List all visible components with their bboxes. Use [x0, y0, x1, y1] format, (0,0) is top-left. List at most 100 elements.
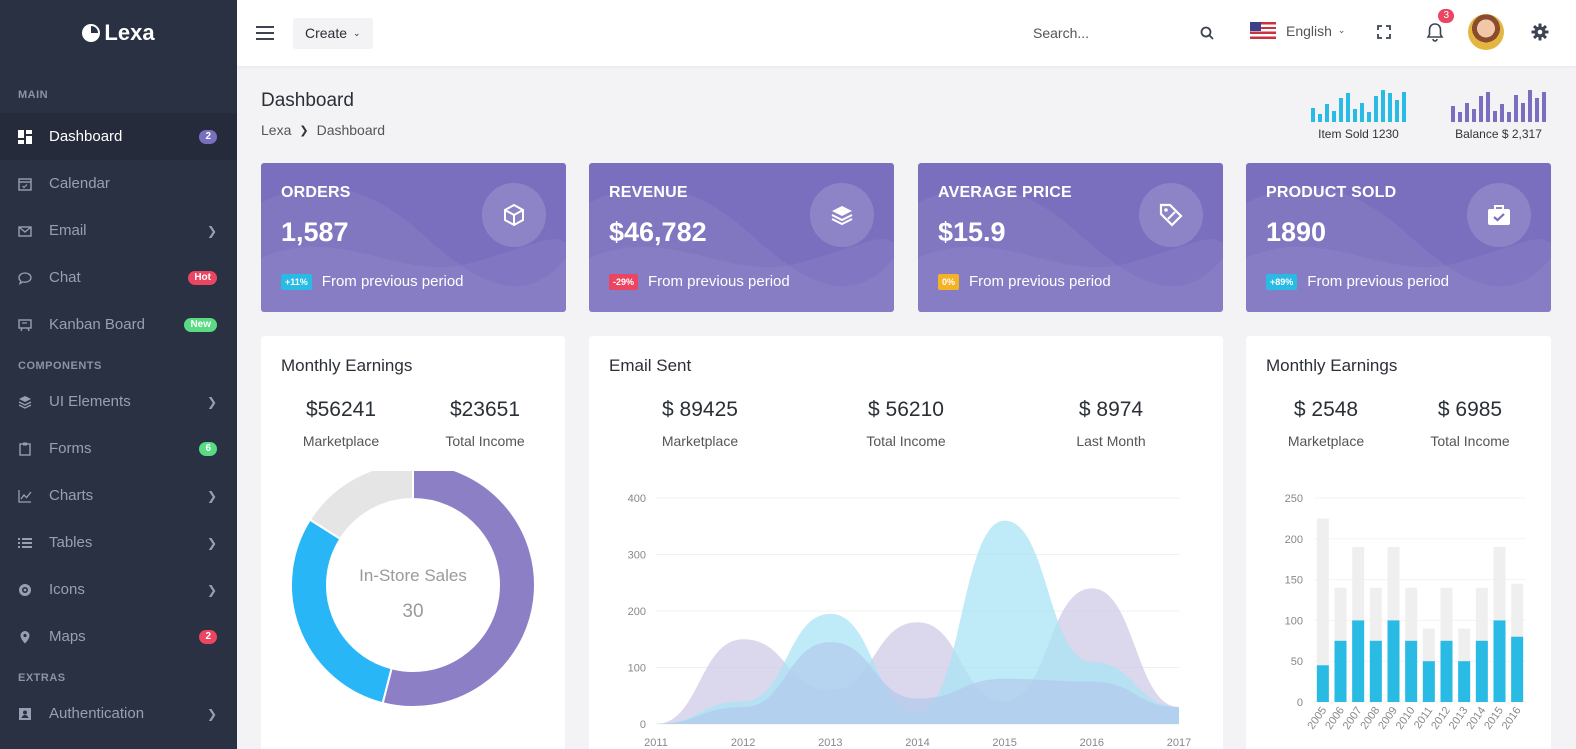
fullscreen-icon[interactable] — [1370, 18, 1398, 46]
sidebar-item-chat[interactable]: Chat Hot — [0, 254, 237, 301]
card-wave-decoration — [589, 187, 894, 312]
y-tick-label: 0 — [640, 719, 646, 731]
clipboard-icon — [18, 442, 32, 456]
mini-bar — [1528, 90, 1532, 122]
donut-slice[interactable] — [290, 518, 393, 705]
stat-card-revenue: REVENUE $46,782 -29% From previous period — [589, 163, 894, 312]
mini-bar — [1339, 98, 1343, 122]
bar[interactable] — [1493, 620, 1506, 702]
sidebar-item-label: Maps — [49, 628, 86, 645]
sidebar-item-kanban-board[interactable]: Kanban Board New — [0, 301, 237, 348]
settings-gear-icon[interactable] — [1526, 18, 1554, 46]
briefcase-icon — [1467, 183, 1531, 247]
chat-icon — [18, 271, 32, 285]
change-badge: 0% — [938, 273, 960, 290]
mini-bar — [1374, 96, 1378, 122]
search-icon[interactable] — [1200, 26, 1214, 40]
sidebar-item-badge: New — [184, 317, 217, 332]
chevron-right-icon: ❯ — [206, 488, 217, 503]
y-tick-label: 0 — [1297, 697, 1303, 709]
sidebar-item-label: Calendar — [49, 175, 110, 192]
stat-card-product-sold: PRODUCT SOLD 1890 +89% From previous period — [1246, 163, 1551, 312]
mini-bar — [1402, 91, 1406, 122]
target-icon — [18, 583, 32, 597]
x-tick-label: 2016 — [1080, 737, 1104, 749]
sidebar-item-forms[interactable]: Forms 6 — [0, 425, 237, 472]
language-dropdown[interactable]: English ⌄ — [1250, 22, 1345, 39]
menu-toggle-icon[interactable] — [256, 26, 274, 40]
create-dropdown-button[interactable]: Create ⌄ — [293, 17, 373, 49]
metric-label: Marketplace — [661, 433, 739, 449]
sidebar-item-label: Chat — [49, 269, 81, 286]
sidebar-item-email[interactable]: Email ❯ — [0, 207, 237, 254]
stat-card-average-price: AVERAGE PRICE $15.9 0% From previous period — [918, 163, 1223, 312]
mini-bar — [1500, 104, 1504, 122]
sidebar-item-badge: 2 — [199, 629, 217, 644]
mini-bar — [1458, 112, 1462, 122]
card-wave-decoration — [1246, 187, 1551, 312]
bar[interactable] — [1440, 640, 1453, 702]
bar[interactable] — [1387, 620, 1400, 702]
y-tick-label: 300 — [628, 550, 646, 562]
bar[interactable] — [1458, 661, 1471, 702]
layers-icon — [18, 395, 32, 409]
mini-bar — [1353, 109, 1357, 122]
mini-bar — [1388, 93, 1392, 122]
sidebar-item-maps[interactable]: Maps 2 — [0, 613, 237, 660]
card-wave-decoration — [918, 187, 1223, 312]
metric-label: Total Income — [866, 433, 946, 449]
sidebar-item-charts[interactable]: Charts ❯ — [0, 472, 237, 519]
bar[interactable] — [1352, 620, 1365, 702]
sidebar-item-dashboard[interactable]: Dashboard 2 — [0, 113, 237, 160]
chevron-right-icon: ❯ — [206, 535, 217, 550]
x-tick-label: 2015 — [992, 737, 1016, 749]
sidebar-item-tables[interactable]: Tables ❯ — [0, 519, 237, 566]
mini-bar — [1311, 107, 1315, 122]
mini-bar — [1360, 102, 1364, 122]
breadcrumb-item-root[interactable]: Lexa — [261, 122, 292, 138]
notification-bell-icon[interactable]: 3 — [1421, 9, 1454, 46]
mini-bar — [1479, 96, 1483, 122]
search-input[interactable] — [1033, 25, 1193, 41]
mini-bar — [1542, 91, 1546, 122]
panel-title: Email Sent — [609, 356, 692, 375]
breadcrumb-item-current: Dashboard — [316, 122, 386, 138]
bar[interactable] — [1475, 640, 1488, 702]
mini-stat-balance: Balance $ 2,317 — [1451, 90, 1546, 141]
mini-bar — [1535, 98, 1539, 122]
sidebar-item-icons[interactable]: Icons ❯ — [0, 566, 237, 613]
user-card-icon — [18, 707, 32, 721]
chevron-right-icon: ❯ — [299, 124, 309, 137]
sidebar-item-calendar[interactable]: Calendar — [0, 160, 237, 207]
bar[interactable] — [1369, 640, 1382, 702]
bar[interactable] — [1511, 636, 1524, 702]
mini-bar — [1486, 91, 1490, 122]
area-series[interactable] — [656, 520, 1179, 724]
dashboard-icon — [18, 129, 32, 144]
mini-bar — [1332, 110, 1336, 122]
user-avatar[interactable] — [1468, 14, 1504, 50]
metric-total-income: $23651 Total Income — [425, 398, 545, 449]
stat-title: PRODUCT SOLD — [1266, 184, 1397, 201]
sidebar-item-authentication[interactable]: Authentication ❯ — [0, 690, 237, 737]
cube-icon — [482, 183, 546, 247]
bar[interactable] — [1334, 640, 1347, 702]
y-tick-label: 150 — [1285, 575, 1303, 587]
bar[interactable] — [1422, 661, 1435, 702]
donut-slice[interactable] — [308, 471, 414, 541]
donut-slice[interactable] — [381, 471, 536, 708]
metric-value: $ 6985 — [1437, 398, 1503, 421]
mini-bar — [1465, 102, 1469, 122]
brand-logo[interactable]: Lexa — [0, 0, 237, 66]
bar[interactable] — [1316, 665, 1329, 702]
y-tick-label: 400 — [628, 493, 646, 505]
mini-stat-caption: Balance $ 2,317 — [1455, 127, 1542, 141]
metric-marketplace: $56241 Marketplace — [281, 398, 401, 449]
page-title: Dashboard — [261, 90, 354, 111]
sidebar: Lexa MAIN Dashboard 2 Calendar Email ❯ Chat Hot… — [0, 0, 237, 749]
brand-name: Lexa — [104, 20, 155, 45]
bar[interactable] — [1405, 640, 1418, 702]
area-series[interactable] — [656, 642, 1179, 724]
donut-center-label: In-Store Sales — [359, 566, 467, 585]
sidebar-item-ui-elements[interactable]: UI Elements ❯ — [0, 378, 237, 425]
